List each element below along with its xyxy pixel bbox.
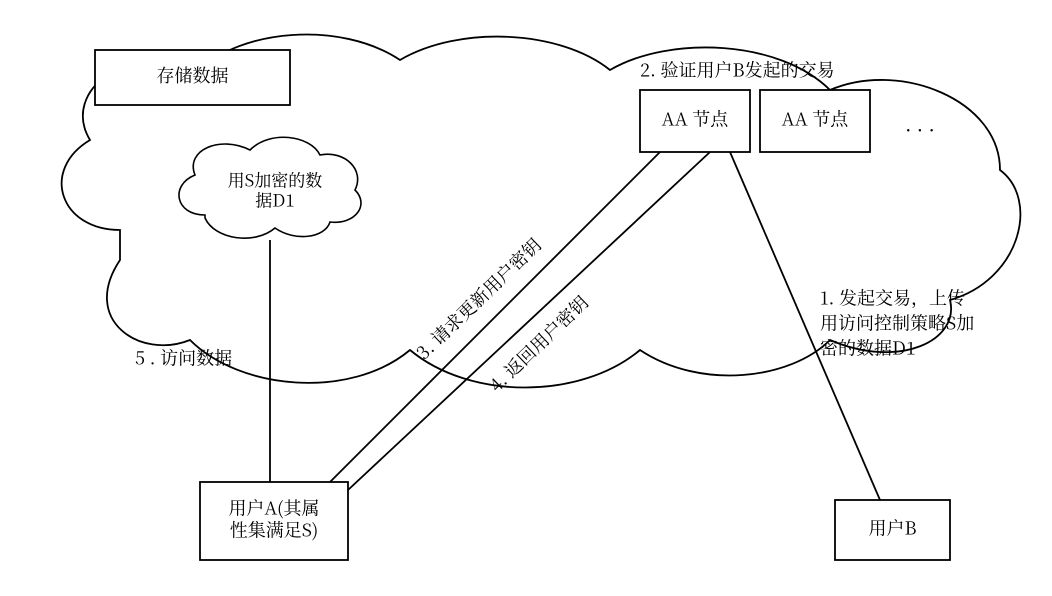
box-aa-node-2: AA 节点 — [760, 90, 870, 152]
label-step-2: 2. 验证用户B发起的交易 — [640, 57, 835, 83]
box-user-a: 用户A(其属性集满足S) — [200, 482, 348, 560]
box-user-a-label-line: 性集满足S) — [230, 517, 319, 543]
edge-e4 — [348, 152, 710, 490]
box-user-b-label-line: 用户B — [868, 515, 916, 541]
box-storage-label-line: 存储数据 — [157, 62, 229, 88]
box-aa-node-2-label-line: AA 节点 — [782, 106, 850, 132]
box-user-b: 用户B — [835, 500, 950, 560]
edge-e3 — [330, 152, 660, 482]
label-step-1-line: 密的数据D1 — [820, 335, 916, 361]
box-aa-node-1-label-line: AA 节点 — [662, 106, 730, 132]
box-aa-node-1: AA 节点 — [640, 90, 750, 152]
cloud-small-label-line: 据D1 — [255, 186, 294, 211]
label-step-5: 5 . 访问数据 — [135, 345, 232, 371]
box-storage: 存储数据 — [95, 50, 290, 105]
aa-ellipsis: . . . — [905, 108, 935, 137]
label-step-1-line: 用访问控制策略S加 — [820, 310, 974, 336]
label-step-1-line: 1. 发起交易，上传 — [820, 285, 965, 311]
